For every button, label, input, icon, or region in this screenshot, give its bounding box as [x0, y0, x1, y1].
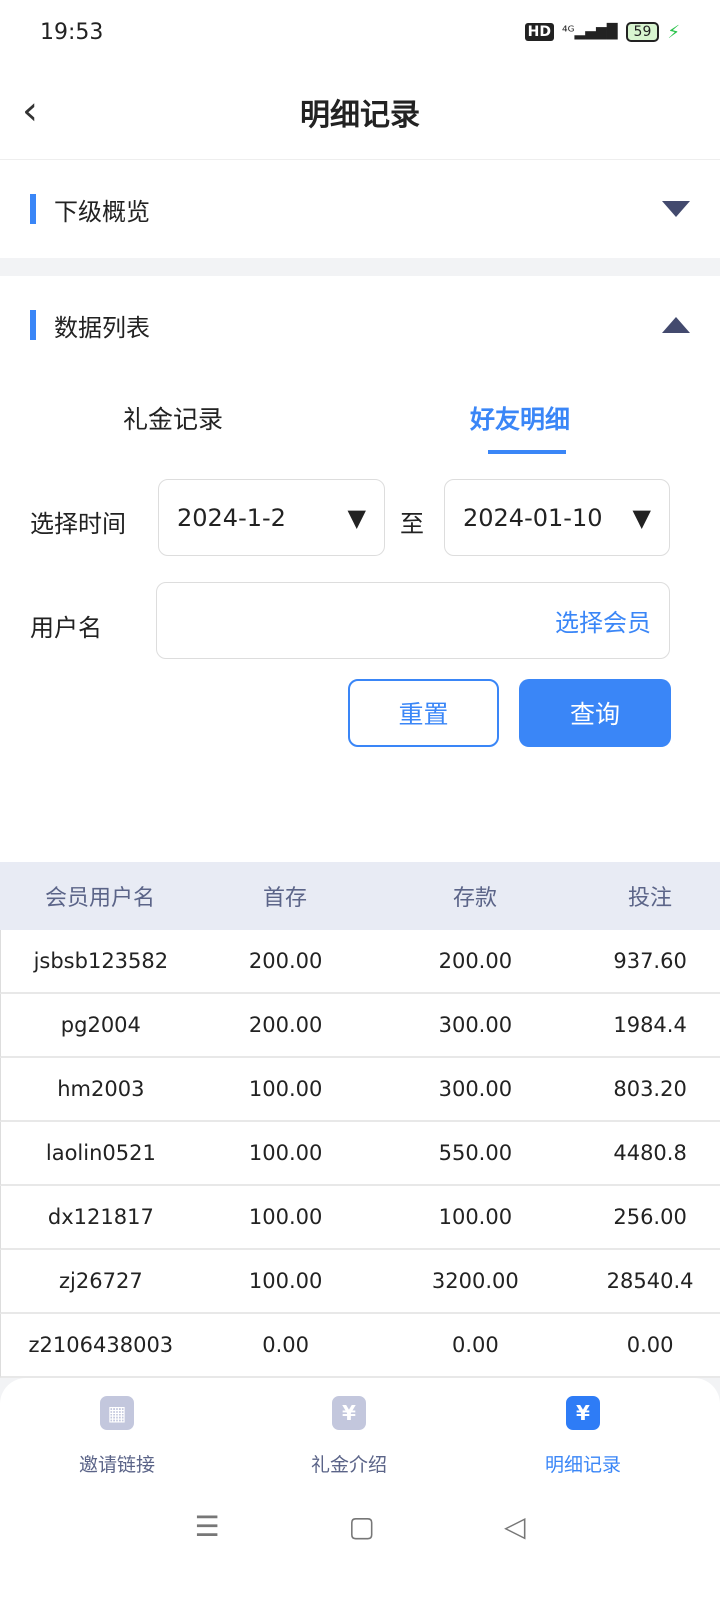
table-cell: hm2003 [57, 1077, 145, 1101]
table-cell: 100.00 [438, 1205, 513, 1229]
end-date-select[interactable]: 2024-01-10 ▼ [444, 479, 670, 556]
collapse-icon[interactable] [662, 317, 690, 333]
datalist-title: 数据列表 [54, 313, 150, 342]
app-header: ‹ 明细记录 [0, 64, 720, 160]
start-date-value: 2024-1-2 [177, 503, 286, 532]
status-bar: 19:53 HD ⁴ᴳ▂▄▆█ 59 ⚡ [0, 0, 720, 64]
table-cell: 100.00 [248, 1269, 323, 1293]
table-cell: jsbsb123582 [33, 949, 169, 973]
table-cell: zj26727 [59, 1269, 143, 1293]
dropdown-icon: ▼ [347, 503, 366, 532]
table-cell: 550.00 [438, 1141, 513, 1165]
col-first-deposit: 首存 [262, 886, 307, 911]
member-placeholder: 选择会员 [555, 609, 651, 637]
home-icon[interactable]: ▢ [348, 1510, 375, 1543]
table-row: dx121817 100.00 100.00 256.00 [0, 1186, 720, 1250]
section-marker [30, 194, 36, 224]
table-cell: 100.00 [248, 1077, 323, 1101]
col-bet: 投注 [627, 886, 672, 911]
battery-icon: 59 [625, 22, 660, 42]
table-row: pg2004 200.00 300.00 1984.4 [0, 994, 720, 1058]
table-cell: 300.00 [438, 1077, 513, 1101]
system-nav: ☰ ▢ ◁ [0, 1510, 720, 1543]
charging-icon: ⚡ [667, 21, 680, 43]
yen-clipboard-icon: ¥ [566, 1396, 600, 1430]
data-list-panel: 数据列表 礼金记录 好友明细 选择时间 2024-1-2 ▼ 至 2024-01-… [0, 276, 720, 866]
table-header: 会员用户名 首存 存款 投注 [0, 862, 720, 930]
table-cell: 803.20 [613, 1077, 687, 1101]
query-button[interactable]: 查询 [519, 679, 671, 747]
end-date-value: 2024-01-10 [463, 503, 603, 532]
table-cell: 0.00 [626, 1333, 674, 1357]
table-cell: 300.00 [438, 1013, 513, 1037]
table-cell: 200.00 [248, 949, 323, 973]
page-title: 明细记录 [300, 97, 420, 133]
nav-detail-records[interactable]: ¥ 明细记录 [508, 1396, 658, 1477]
table-cell: 0.00 [262, 1333, 309, 1357]
nav-label: 邀请链接 [78, 1454, 155, 1476]
table-body[interactable]: jsbsb123582 200.00 200.00 937.60 pg2004 200.0… [0, 930, 720, 1378]
qr-code-icon: ▦ [100, 1396, 134, 1430]
dropdown-icon: ▼ [632, 503, 651, 532]
table-row: hm2003 100.00 300.00 803.20 [0, 1058, 720, 1122]
table-cell: 200.00 [438, 949, 513, 973]
nav-label: 明细记录 [544, 1454, 621, 1476]
tab-gift-records[interactable]: 礼金记录 [123, 405, 224, 434]
username-label: 用户名 [30, 614, 102, 642]
table-cell: 28540.4 [606, 1269, 694, 1293]
col-username: 会员用户名 [44, 886, 155, 911]
table-cell: 100.00 [248, 1205, 323, 1229]
active-tab-indicator [488, 450, 566, 454]
bottom-nav: ▦ 邀请链接 ¥ 礼金介绍 ¥ 明细记录 [0, 1378, 720, 1612]
table-cell: dx121817 [47, 1205, 154, 1229]
friend-details-table: 会员用户名 首存 存款 投注 jsbsb123582 200.00 200.00 93… [0, 862, 720, 1378]
signal-icon: ⁴ᴳ▂▄▆█ [562, 24, 618, 40]
reset-button[interactable]: 重置 [348, 679, 499, 747]
table-cell: 4480.8 [613, 1141, 687, 1165]
col-deposit: 存款 [452, 886, 497, 911]
table-cell: pg2004 [60, 1013, 141, 1037]
datalist-header[interactable]: 数据列表 [0, 276, 720, 374]
table-cell: 3200.00 [431, 1269, 519, 1293]
nav-gift-intro[interactable]: ¥ 礼金介绍 [274, 1396, 424, 1477]
table-row: z2106438003 0.00 0.00 0.00 [0, 1314, 720, 1378]
member-select-input[interactable]: 选择会员 [156, 582, 670, 659]
table-cell: 100.00 [248, 1141, 323, 1165]
overview-title: 下级概览 [54, 197, 150, 226]
nav-label: 礼金介绍 [310, 1454, 387, 1476]
back-icon[interactable]: ◁ [503, 1510, 526, 1543]
table-cell: 937.60 [613, 949, 687, 973]
overview-section[interactable]: 下级概览 [0, 160, 720, 258]
clock: 19:53 [40, 19, 104, 45]
table-row: jsbsb123582 200.00 200.00 937.60 [0, 930, 720, 994]
expand-icon[interactable] [662, 201, 690, 217]
table-cell: 200.00 [248, 1013, 323, 1037]
hd-icon: HD [524, 23, 555, 41]
menu-icon[interactable]: ☰ [194, 1510, 220, 1543]
back-button[interactable]: ‹ [22, 88, 38, 134]
table-cell: 256.00 [613, 1205, 687, 1229]
nav-invite-link[interactable]: ▦ 邀请链接 [42, 1396, 192, 1477]
table-cell: 0.00 [451, 1333, 499, 1357]
table-row: laolin0521 100.00 550.00 4480.8 [0, 1122, 720, 1186]
table-row: zj26727 100.00 3200.00 28540.4 [0, 1250, 720, 1314]
section-marker [30, 310, 36, 340]
table-cell: laolin0521 [45, 1141, 156, 1165]
start-date-select[interactable]: 2024-1-2 ▼ [158, 479, 385, 556]
table-cell: 1984.4 [613, 1013, 687, 1037]
to-label: 至 [400, 510, 424, 538]
yen-ticket-icon: ¥ [332, 1396, 366, 1430]
tab-friend-details[interactable]: 好友明细 [470, 405, 571, 434]
table-cell: z2106438003 [28, 1333, 174, 1357]
time-label: 选择时间 [30, 510, 126, 538]
